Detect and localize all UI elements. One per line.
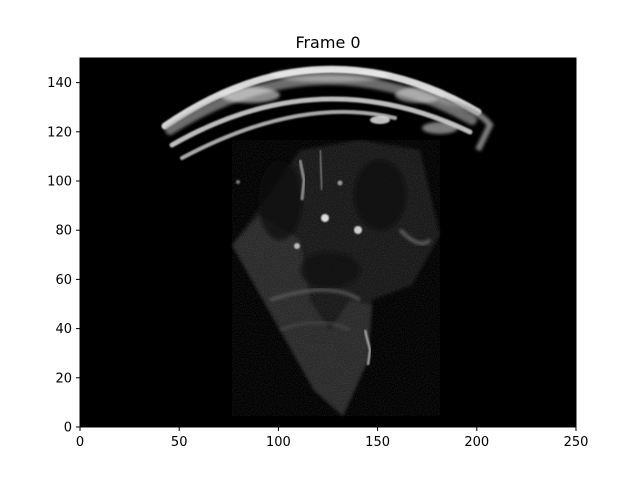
axes-frame [79,57,577,428]
y-tick-label: 100 [47,175,72,190]
x-tick-label: 0 [76,435,84,450]
y-axis: 0 20 40 60 80 100 120 140 [47,76,80,436]
chart-title: Frame 0 [295,33,360,52]
x-tick-label: 250 [564,435,589,450]
y-tick-label: 140 [47,76,72,91]
x-tick-label: 100 [266,435,291,450]
x-axis: 0 50 100 150 200 250 [76,427,589,450]
x-tick-label: 50 [171,435,188,450]
x-tick-label: 150 [365,435,390,450]
y-tick-label: 40 [55,322,72,337]
y-tick-label: 0 [64,421,72,436]
y-tick-label: 60 [55,273,72,288]
y-tick-label: 20 [55,371,72,386]
y-tick-label: 80 [55,224,72,239]
skull-arc-inner [169,96,473,148]
ultrasound-image [161,65,494,416]
y-tick-label: 120 [47,125,72,140]
x-tick-label: 200 [464,435,489,450]
